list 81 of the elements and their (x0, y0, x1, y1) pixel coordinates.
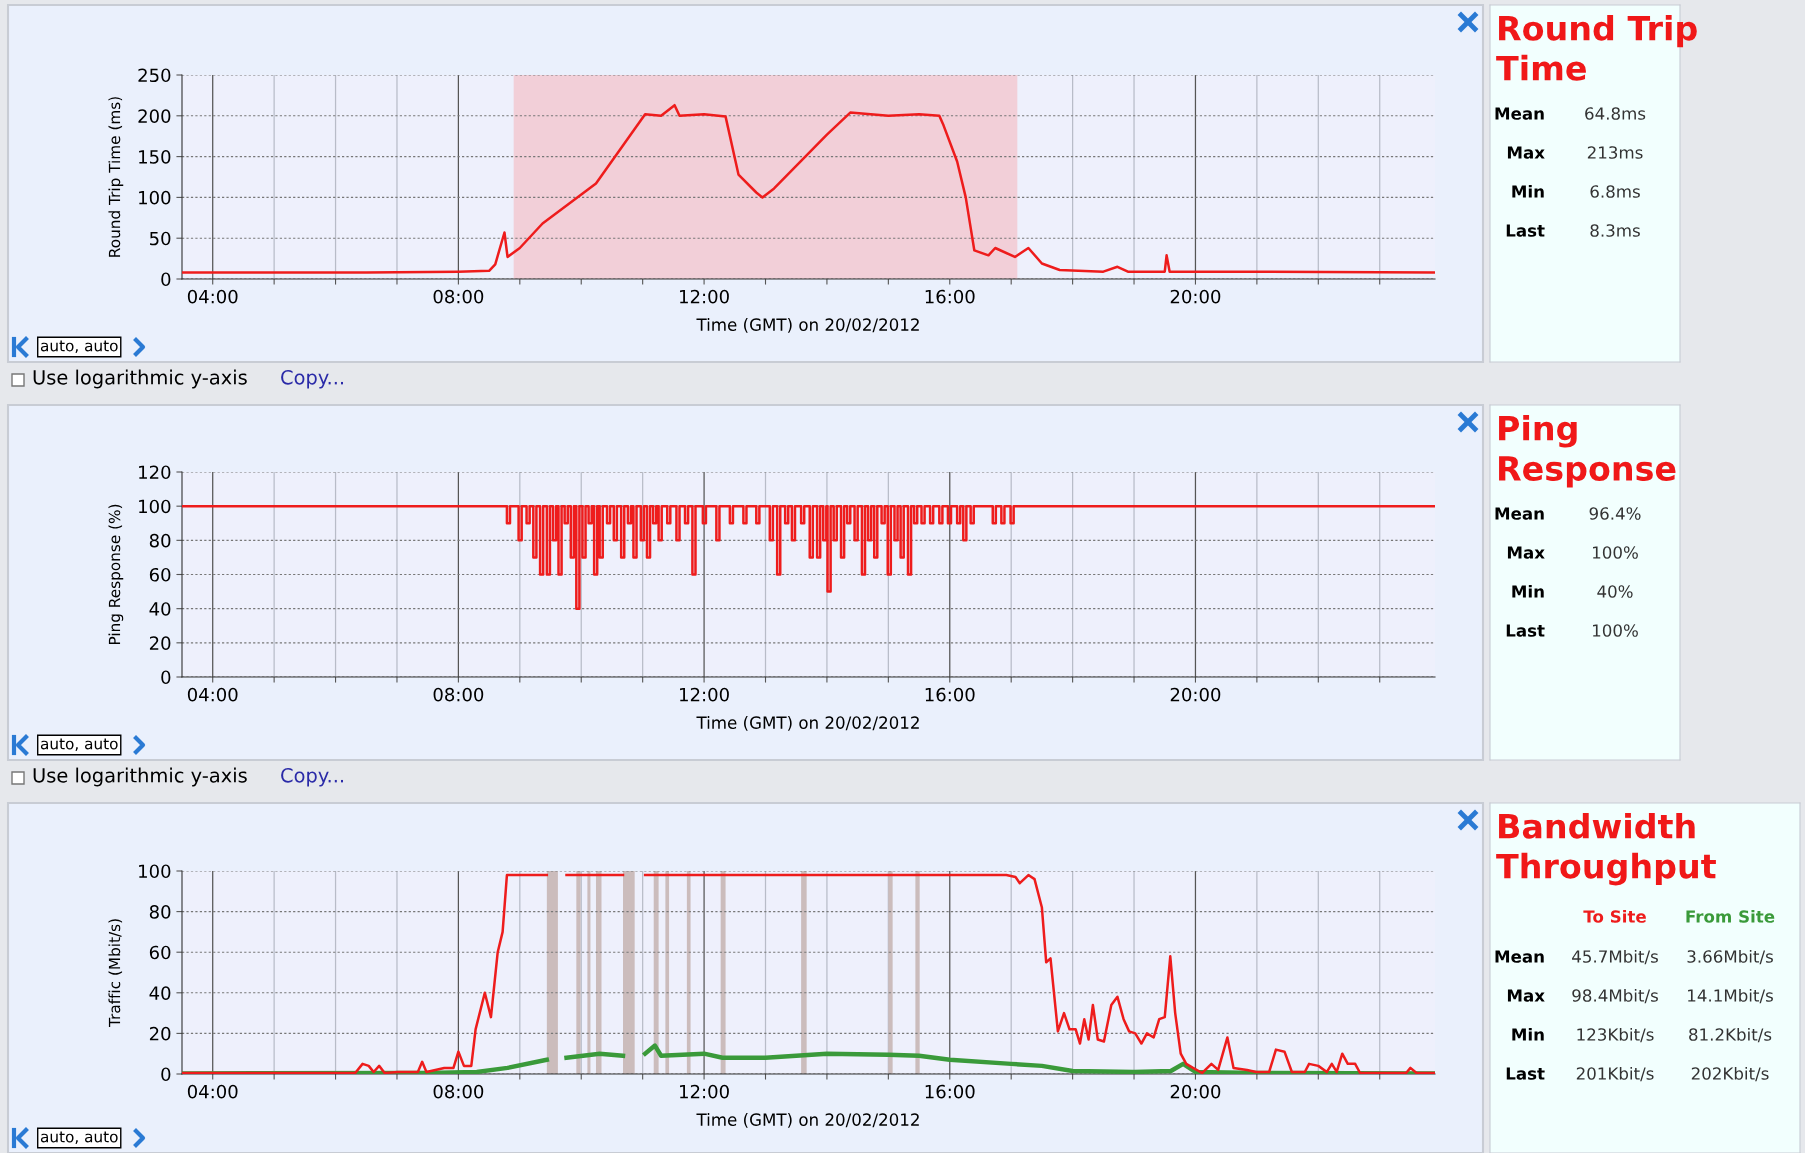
text: 100% (1593, 624, 1638, 637)
y-tick-label: 60 (149, 945, 171, 960)
x-tick-label: 08:00 (433, 1084, 484, 1099)
category-label: Last (1506, 1067, 1545, 1080)
y-tick-label: 200 (138, 109, 171, 123)
text: 202Kbit/s (1691, 1066, 1769, 1082)
y-tick-label: 80 (149, 905, 171, 919)
text: auto, auto (40, 738, 118, 751)
x-tick-label: 04:00 (187, 289, 238, 304)
text: Copy... (281, 369, 343, 389)
category-label: Min (1512, 184, 1544, 198)
y-tick-label: 100 (139, 190, 171, 205)
y-axis-title: Ping Response (%) (108, 504, 124, 645)
text: 14.1Mbit/s (1688, 988, 1773, 1004)
x-tick-label: 16:00 (925, 289, 975, 304)
text: auto, auto (40, 1131, 118, 1144)
category-label: Max (1507, 546, 1545, 559)
y-tick-label: 120 (139, 465, 171, 480)
x-axis-title: Time (GMT) on 20/02/2012 (696, 1113, 919, 1128)
y-axis-title: Traffic (Mbit/s) (108, 919, 123, 1028)
y-tick-label: 40 (149, 986, 171, 1000)
text: 40% (1597, 585, 1633, 598)
x-tick-label: 12:00 (680, 1084, 729, 1099)
text: 45.7Mbit/s (1572, 949, 1658, 965)
x-tick-label: 20:00 (1170, 289, 1221, 304)
y-tick-label: 0 (161, 670, 171, 685)
x-tick-label: 20:00 (1170, 687, 1221, 702)
text: 201Kbit/s (1576, 1066, 1654, 1082)
text: Round Trip Time (1496, 15, 1697, 81)
y-tick-label: 150 (139, 150, 171, 164)
x-tick-label: 12:00 (680, 687, 729, 702)
text: 81.2Kbit/s (1689, 1027, 1772, 1043)
x-axis-title: Time (GMT) on 20/02/2012 (696, 716, 919, 731)
x-tick-label: 20:00 (1170, 1084, 1221, 1099)
text: Use logarithmic y-axis (33, 369, 247, 389)
y-tick-label: 80 (149, 533, 171, 548)
y-tick-label: 0 (161, 272, 171, 287)
y-tick-label: 0 (161, 1067, 171, 1082)
category-label: Min (1512, 584, 1544, 598)
category-label: Mean (1495, 507, 1544, 520)
y-tick-label: 60 (149, 567, 171, 582)
y-tick-label: 50 (150, 231, 171, 246)
category-label: Max (1507, 989, 1545, 1002)
category-label: Min (1512, 1027, 1544, 1041)
x-tick-label: 08:00 (433, 289, 484, 304)
text: Copy... (281, 767, 343, 787)
text: Use logarithmic y-axis (33, 767, 247, 787)
y-tick-label: 20 (149, 636, 171, 650)
y-tick-label: 100 (139, 499, 171, 514)
x-tick-label: 16:00 (925, 687, 975, 702)
x-axis-title: Time (GMT) on 20/02/2012 (696, 318, 919, 333)
y-tick-label: 100 (139, 864, 171, 879)
text: Ping Response (1499, 415, 1676, 488)
x-tick-label: 04:00 (187, 1084, 238, 1099)
y-tick-label: 250 (138, 68, 171, 83)
text: 6.8ms (1590, 185, 1640, 198)
x-tick-label: 12:00 (680, 289, 729, 304)
y-tick-label: 40 (149, 602, 171, 616)
category-label: Max (1507, 146, 1545, 159)
x-tick-label: 16:00 (925, 1084, 975, 1099)
category-label: Last (1506, 224, 1545, 237)
line-series (182, 103, 1435, 274)
text: 96.4% (1589, 507, 1641, 520)
text: 100% (1593, 546, 1638, 559)
x-tick-label: 08:00 (433, 687, 484, 702)
text: 64.8ms (1585, 107, 1646, 120)
text: Bandwidth Throughput (1496, 813, 1716, 886)
text: 123Kbit/s (1577, 1027, 1654, 1043)
text: auto, auto (40, 340, 118, 353)
text: To Site (1583, 909, 1646, 923)
text: 213ms (1587, 146, 1643, 159)
y-axis-title: Round Trip Time (ms) (108, 97, 124, 257)
y-tick-label: 20 (149, 1026, 171, 1041)
text: 3.66Mbit/s (1687, 949, 1773, 965)
text: 8.3ms (1590, 224, 1640, 237)
x-tick-label: 04:00 (187, 687, 238, 702)
category-label: Mean (1495, 107, 1544, 120)
category-label: Last (1506, 624, 1545, 637)
text: From Site (1686, 909, 1775, 923)
category-label: Mean (1495, 950, 1544, 963)
text: 98.4Mbit/s (1572, 988, 1658, 1004)
